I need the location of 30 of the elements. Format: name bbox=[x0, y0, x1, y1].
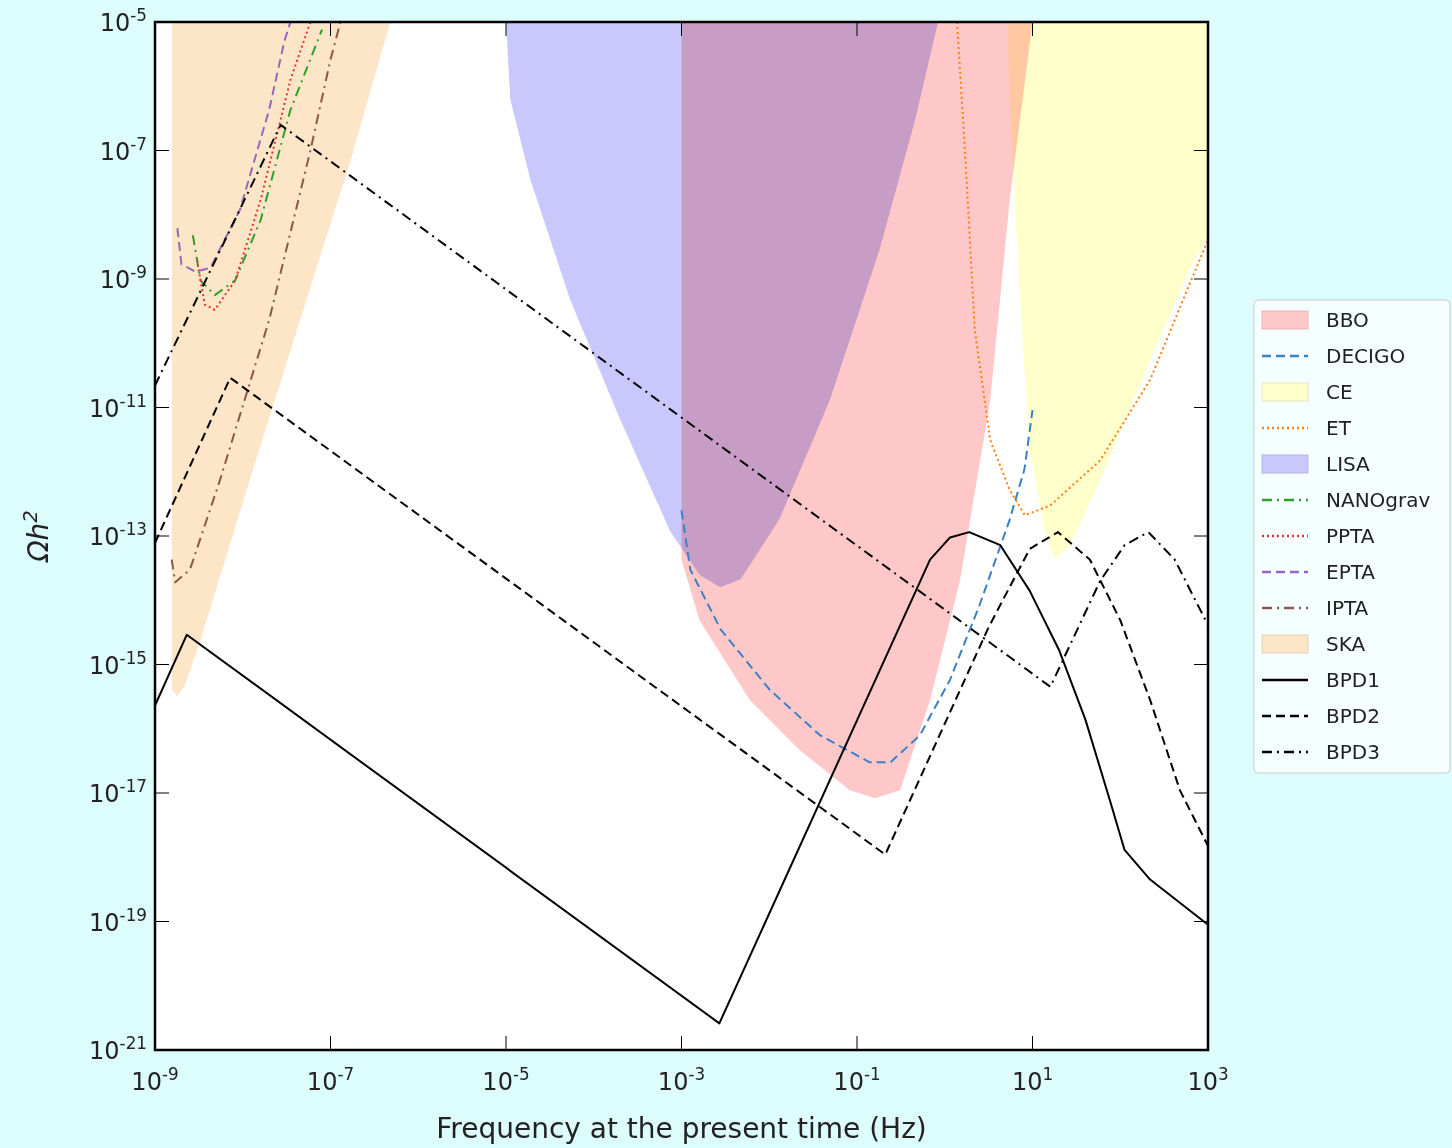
y-tick-label: 10$^{-5}$ bbox=[99, 5, 147, 37]
x-tick-label: 10$^{1}$ bbox=[1011, 1064, 1054, 1096]
legend-label: ET bbox=[1326, 416, 1352, 440]
legend-label: DECIGO bbox=[1326, 344, 1406, 368]
x-tick-label: 10$^{3}$ bbox=[1187, 1064, 1229, 1096]
legend-label: BPD3 bbox=[1326, 740, 1380, 764]
x-tick-label: 10$^{-3}$ bbox=[657, 1064, 706, 1096]
legend-label: BPD2 bbox=[1326, 704, 1380, 728]
legend-label: CE bbox=[1326, 380, 1353, 404]
y-tick-label: 10$^{-9}$ bbox=[99, 262, 147, 294]
x-tick-label: 10$^{-9}$ bbox=[131, 1064, 179, 1096]
y-tick-label: 10$^{-11}$ bbox=[89, 390, 147, 423]
legend-label: BPD1 bbox=[1326, 668, 1380, 692]
y-tick-label: 10$^{-21}$ bbox=[89, 1033, 147, 1065]
legend-label: SKA bbox=[1326, 632, 1366, 656]
legend-label: IPTA bbox=[1326, 596, 1369, 620]
x-tick-label: 10$^{-5}$ bbox=[482, 1064, 530, 1096]
legend-label: BBO bbox=[1326, 308, 1369, 332]
y-tick-label: 10$^{-13}$ bbox=[89, 519, 147, 551]
x-axis-title: Frequency at the present time (Hz) bbox=[436, 1112, 927, 1145]
y-tick-label: 10$^{-7}$ bbox=[99, 133, 147, 166]
x-tick-label: 10$^{-1}$ bbox=[833, 1064, 881, 1096]
y-tick-label: 10$^{-15}$ bbox=[89, 647, 147, 680]
legend-label: LISA bbox=[1326, 452, 1371, 476]
legend-label: EPTA bbox=[1326, 560, 1376, 584]
legend-label: PPTA bbox=[1326, 524, 1375, 548]
x-tick-label: 10$^{-7}$ bbox=[306, 1064, 355, 1096]
y-tick-label: 10$^{-17}$ bbox=[89, 776, 147, 808]
y-tick-label: 10$^{-19}$ bbox=[89, 904, 147, 937]
legend-label: NANOgrav bbox=[1326, 488, 1431, 512]
